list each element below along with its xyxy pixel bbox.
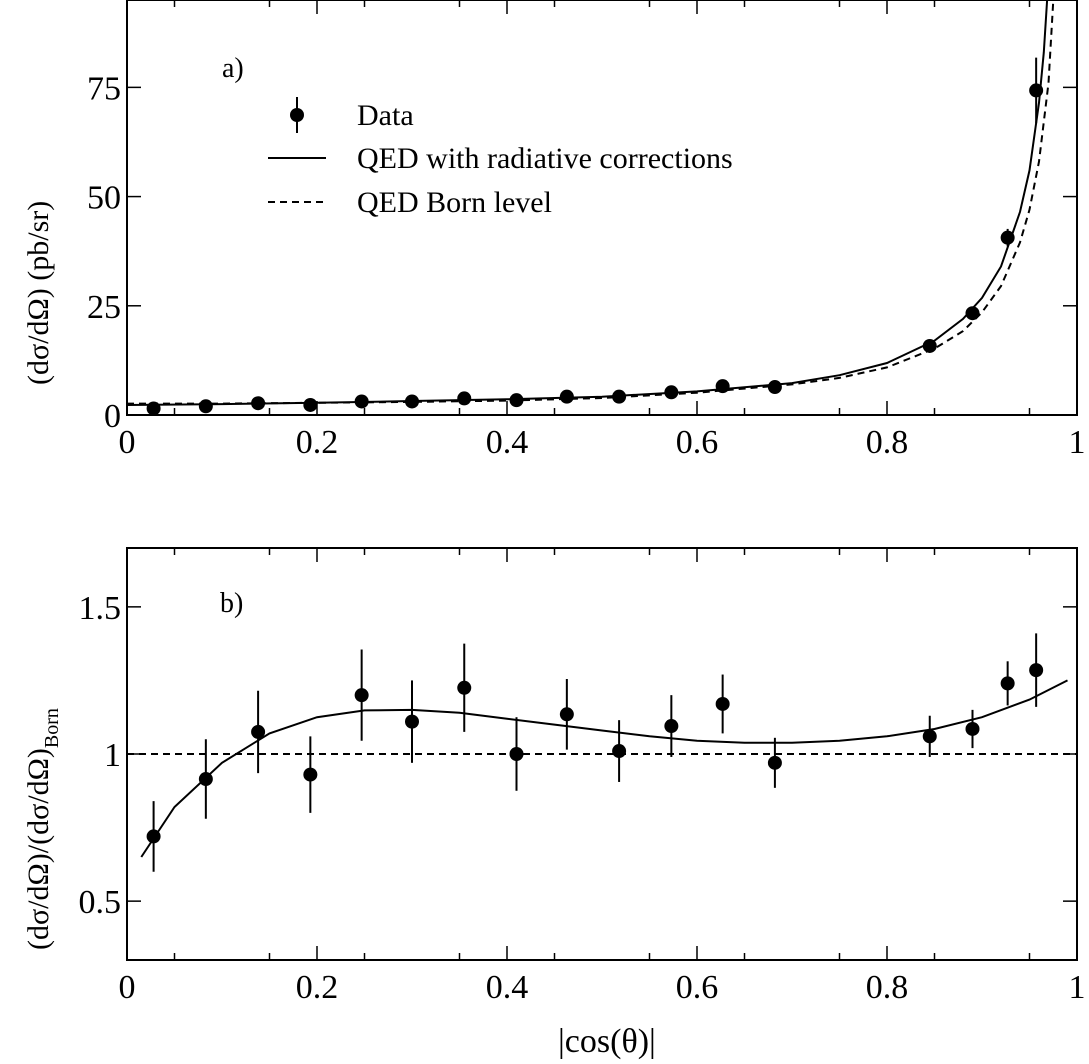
panel-a-x-tick-label: 0.8 xyxy=(866,424,909,461)
panel-b-y-axis-label-main: (dσ/dΩ)/(dσ/dΩ) xyxy=(22,748,55,950)
panel-a-data-point xyxy=(715,379,730,394)
panel-a-data-point xyxy=(354,394,369,409)
panel-b-y-tick-label: 0.5 xyxy=(79,884,122,921)
panel-b-data-point xyxy=(146,829,161,844)
panel-b-y-axis-label: (dσ/dΩ)/(dσ/dΩ)Born xyxy=(22,708,63,950)
panel-a-series-solid-curve xyxy=(127,0,1049,406)
panel-b-x-tick-label: 0.4 xyxy=(486,969,529,1006)
panel-b-x-tick-label: 0.2 xyxy=(296,969,339,1006)
panel-b-data-point xyxy=(965,721,980,736)
panel-a-data-point xyxy=(965,306,980,321)
panel-b-data-point xyxy=(251,724,266,739)
panel-a-data-point xyxy=(457,391,472,406)
panel-b-data-point xyxy=(405,714,419,729)
panel-b-data-point xyxy=(1000,676,1015,691)
legend-born-label: QED Born level xyxy=(357,186,552,219)
panel-a-data-point xyxy=(303,397,318,412)
panel-b-x-tick-label: 0 xyxy=(119,969,136,1006)
legend-radiative-label: QED with radiative corrections xyxy=(357,142,733,175)
panel-a-data-point xyxy=(612,389,627,404)
panel-b-x-tick-label: 1 xyxy=(1069,969,1086,1006)
panel-b-data-point xyxy=(664,719,679,734)
panel-b-label: b) xyxy=(220,588,243,619)
panel-a-frame xyxy=(126,0,1078,416)
panel-a-y-axis-label: (dσ/dΩ) (pb/sr) xyxy=(22,201,55,385)
panel-a-data-point xyxy=(146,401,161,415)
panel-b-data-point xyxy=(509,747,524,761)
panel-a-y-tick-label: 25 xyxy=(87,289,121,326)
panel-a-y-tick-label: 0 xyxy=(104,398,121,435)
panel-b-x-tick-label: 0.6 xyxy=(676,969,719,1006)
panel-a-x-tick-label: 0.2 xyxy=(296,424,339,461)
panel-a-data-point xyxy=(1029,83,1044,98)
panel-a-data-point xyxy=(251,396,266,411)
panel-b-x-tick-label: 0.8 xyxy=(866,969,909,1006)
panel-a: a) (dσ/dΩ) (pb/sr) Data QED with radiati… xyxy=(22,0,1086,461)
legend: Data QED with radiative corrections QED … xyxy=(268,97,733,219)
panel-b-plot-area xyxy=(127,633,1077,872)
panel-b-data-point xyxy=(922,729,937,744)
legend-data-marker xyxy=(290,108,304,122)
panel-b-data-point xyxy=(303,767,318,782)
panel-a-x-tick-label: 0.6 xyxy=(676,424,719,461)
panel-b-y-tick-label: 1 xyxy=(104,737,121,774)
panel-b-data-point xyxy=(767,755,782,770)
panel-b-series-solid-curve xyxy=(140,679,1068,858)
panel-b: b) (dσ/dΩ)/(dσ/dΩ)Born |cos(θ)| 0 0.2 0.4 0… xyxy=(22,547,1086,1060)
panel-b-y-tick-label: 1.5 xyxy=(79,590,122,627)
panel-a-y-tick-label: 50 xyxy=(87,180,121,217)
panel-a-data-point xyxy=(509,393,524,408)
panel-a-x-tick-label: 0 xyxy=(119,424,136,461)
panel-a-data-point xyxy=(1000,230,1015,245)
panel-b-data-point xyxy=(559,707,574,722)
panel-a-series-dashed-curve xyxy=(127,0,1055,405)
panel-a-data-point xyxy=(922,338,937,353)
panel-a-data-point xyxy=(198,399,213,414)
panel-b-data-point xyxy=(715,696,730,711)
panel-a-y-tick-label: 75 xyxy=(87,70,121,107)
panel-b-data-point xyxy=(198,772,213,787)
panel-a-data-point xyxy=(559,389,574,404)
panel-b-data-point xyxy=(354,688,369,703)
panel-a-data-point xyxy=(664,385,679,400)
panel-b-y-axis-label-subscript: Born xyxy=(41,708,63,748)
panel-b-data-point xyxy=(1029,663,1044,678)
legend-data-label: Data xyxy=(357,99,414,132)
panel-b-data-point xyxy=(457,680,472,695)
panel-a-plot-area xyxy=(127,0,1055,415)
x-axis-label: |cos(θ)| xyxy=(558,1023,656,1060)
panel-b-data-point xyxy=(612,744,627,759)
panel-a-data-point xyxy=(405,394,419,409)
panel-a-x-tick-label: 0.4 xyxy=(486,424,529,461)
panel-a-data-point xyxy=(767,380,782,395)
panel-a-label: a) xyxy=(222,53,244,84)
panel-a-x-tick-label: 1 xyxy=(1069,424,1086,461)
